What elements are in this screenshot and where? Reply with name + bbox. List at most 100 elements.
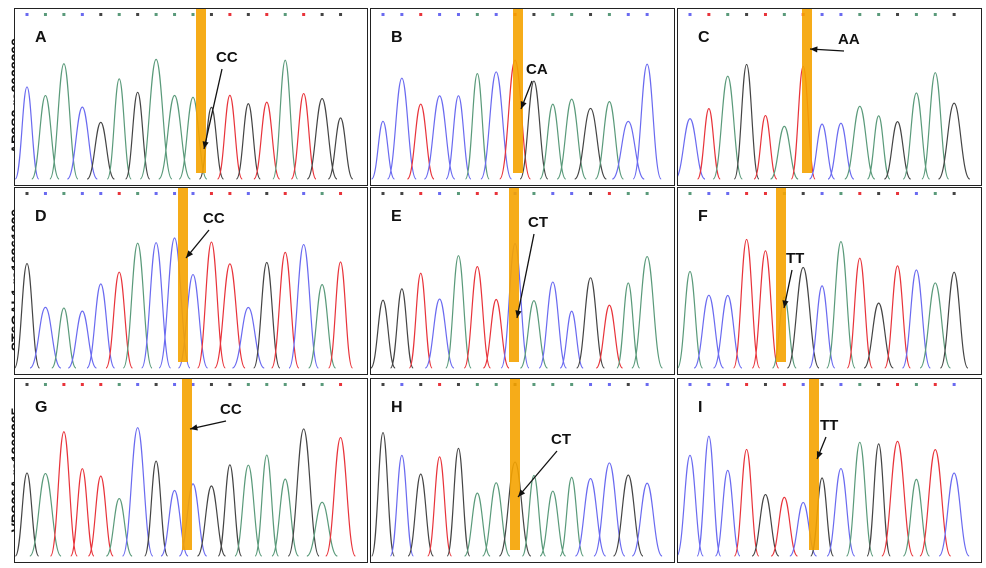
panel-letter: B [391, 29, 403, 46]
peak-A [559, 476, 584, 557]
chromatogram-panel-d: D CC [14, 187, 368, 375]
base-call-marker [494, 383, 498, 386]
base-call-marker [80, 13, 84, 16]
base-call-marker [896, 383, 900, 386]
peak-C [423, 95, 456, 180]
base-call-marker [320, 13, 324, 16]
base-call-marker [99, 13, 103, 16]
base-call-marker [438, 383, 442, 386]
peak-T [846, 257, 873, 369]
peak-C [389, 454, 414, 557]
peak-G [371, 299, 396, 369]
base-call-marker [381, 13, 385, 16]
panel-letter: H [391, 399, 403, 416]
peak-A [556, 98, 587, 180]
base-call-marker [265, 383, 269, 386]
base-call-marker [896, 192, 900, 195]
peak-A [678, 270, 704, 369]
peak-T [325, 436, 356, 557]
peak-T [732, 238, 761, 369]
base-call-marker [438, 13, 442, 16]
peak-C [288, 243, 319, 369]
base-call-marker [339, 13, 343, 16]
base-call-marker [209, 13, 213, 16]
peak-C [712, 294, 743, 369]
chromatogram-trace [371, 188, 663, 369]
peak-G [612, 474, 644, 557]
base-call-marker [626, 13, 630, 16]
base-call-marker [43, 383, 47, 386]
base-call-marker [62, 383, 66, 386]
base-call-marker [688, 192, 692, 195]
base-call-marker [400, 192, 404, 195]
base-call-marker [246, 383, 250, 386]
base-call-marker [154, 383, 158, 386]
base-call-marker [570, 13, 574, 16]
base-call-marker [228, 383, 232, 386]
chromatogram-trace [15, 188, 354, 369]
peak-A [769, 125, 799, 180]
peak-T [881, 440, 914, 557]
peak-T [463, 266, 492, 369]
peak-A [539, 490, 567, 557]
peak-C [826, 467, 856, 557]
base-call-marker [763, 383, 767, 386]
base-call-marker [626, 192, 630, 195]
base-call-marker [456, 192, 460, 195]
base-call-marker [645, 192, 649, 195]
peak-C [15, 86, 40, 180]
base-call-marker [726, 383, 730, 386]
chromatogram-panel-g: G CC [14, 378, 368, 563]
base-call-marker [265, 13, 269, 16]
base-call-marker [820, 13, 824, 16]
base-call-marker [688, 13, 692, 16]
peak-G [446, 447, 471, 557]
peak-T [105, 271, 134, 369]
base-call-marker [707, 192, 711, 195]
base-call-marker [589, 383, 593, 386]
peak-G [125, 91, 151, 180]
peak-A [463, 492, 491, 557]
base-call-marker [173, 383, 177, 386]
base-call-marker [320, 383, 324, 386]
genotype-label: CT [528, 214, 548, 231]
arrowhead-icon [515, 310, 522, 318]
arrow-icon [516, 233, 535, 319]
snp-highlight-bar [809, 379, 819, 550]
chromatogram-panel-i: I TT [677, 378, 982, 563]
base-call-marker [858, 383, 862, 386]
arrowhead-icon [782, 300, 789, 308]
base-call-marker [645, 13, 649, 16]
base-call-marker [228, 13, 232, 16]
base-call-marker [589, 192, 593, 195]
base-call-marker [80, 192, 84, 195]
base-call-marker [173, 13, 177, 16]
base-call-marker [494, 13, 498, 16]
peak-G [786, 266, 820, 369]
chromatogram-trace [15, 9, 354, 180]
chromatogram-trace [678, 379, 970, 557]
peak-A [139, 58, 173, 180]
base-call-marker [532, 192, 536, 195]
base-call-marker [745, 13, 749, 16]
peak-A [272, 59, 299, 180]
base-call-marker [265, 192, 269, 195]
peak-A [845, 441, 874, 557]
base-call-marker [820, 383, 824, 386]
snp-highlight-bar [510, 379, 520, 550]
peak-G [144, 460, 169, 557]
base-call-marker [607, 192, 611, 195]
peak-A [921, 72, 950, 180]
base-call-marker [80, 383, 84, 386]
chromatogram-trace [678, 188, 969, 369]
base-call-marker [877, 192, 881, 195]
base-call-marker [191, 13, 195, 16]
base-call-marker [914, 13, 918, 16]
base-call-marker [745, 192, 749, 195]
peak-A [234, 464, 263, 557]
genotype-label: TT [820, 417, 839, 434]
chromatogram-trace [371, 9, 662, 180]
peak-G [371, 431, 395, 557]
snp-highlight-bar [776, 188, 786, 362]
